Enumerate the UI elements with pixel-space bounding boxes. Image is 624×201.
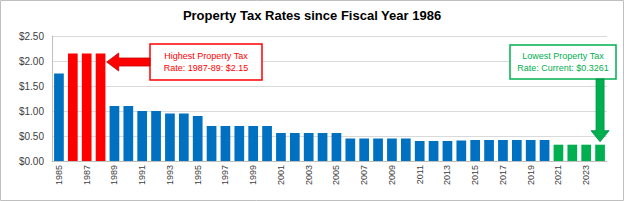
svg-text:1991: 1991 bbox=[137, 165, 147, 185]
svg-text:1999: 1999 bbox=[248, 165, 258, 185]
svg-text:$2.50: $2.50 bbox=[19, 31, 44, 42]
svg-text:2011: 2011 bbox=[415, 165, 425, 184]
svg-text:Property Tax Rates since Fisca: Property Tax Rates since Fiscal Year 198… bbox=[183, 8, 441, 23]
svg-text:1995: 1995 bbox=[193, 165, 203, 185]
svg-text:2003: 2003 bbox=[304, 165, 314, 185]
svg-text:1987: 1987 bbox=[82, 165, 92, 185]
svg-text:$1.00: $1.00 bbox=[19, 106, 44, 117]
svg-text:2021: 2021 bbox=[553, 165, 563, 185]
svg-text:$1.50: $1.50 bbox=[19, 81, 44, 92]
svg-text:2005: 2005 bbox=[331, 165, 341, 185]
svg-text:2019: 2019 bbox=[526, 165, 536, 185]
svg-text:2013: 2013 bbox=[442, 165, 452, 185]
svg-text:Highest Property Tax: Highest Property Tax bbox=[164, 51, 248, 61]
svg-text:2015: 2015 bbox=[470, 165, 480, 185]
svg-text:2001: 2001 bbox=[276, 165, 286, 185]
svg-text:$0.00: $0.00 bbox=[19, 156, 44, 167]
svg-text:Rate: 1987-89: $2.15: Rate: 1987-89: $2.15 bbox=[164, 63, 249, 73]
svg-text:$2.00: $2.00 bbox=[19, 56, 44, 67]
svg-text:2009: 2009 bbox=[387, 165, 397, 185]
svg-text:Rate: Current: $0.3261: Rate: Current: $0.3261 bbox=[517, 63, 609, 73]
svg-text:1989: 1989 bbox=[109, 165, 119, 185]
svg-text:1993: 1993 bbox=[165, 165, 175, 185]
svg-text:2007: 2007 bbox=[359, 165, 369, 185]
svg-text:1997: 1997 bbox=[220, 165, 230, 185]
svg-text:2017: 2017 bbox=[498, 165, 508, 185]
svg-text:1985: 1985 bbox=[54, 165, 64, 185]
svg-text:Lowest Property Tax: Lowest Property Tax bbox=[522, 51, 604, 61]
svg-text:$0.50: $0.50 bbox=[19, 131, 44, 142]
svg-text:2023: 2023 bbox=[581, 165, 591, 185]
